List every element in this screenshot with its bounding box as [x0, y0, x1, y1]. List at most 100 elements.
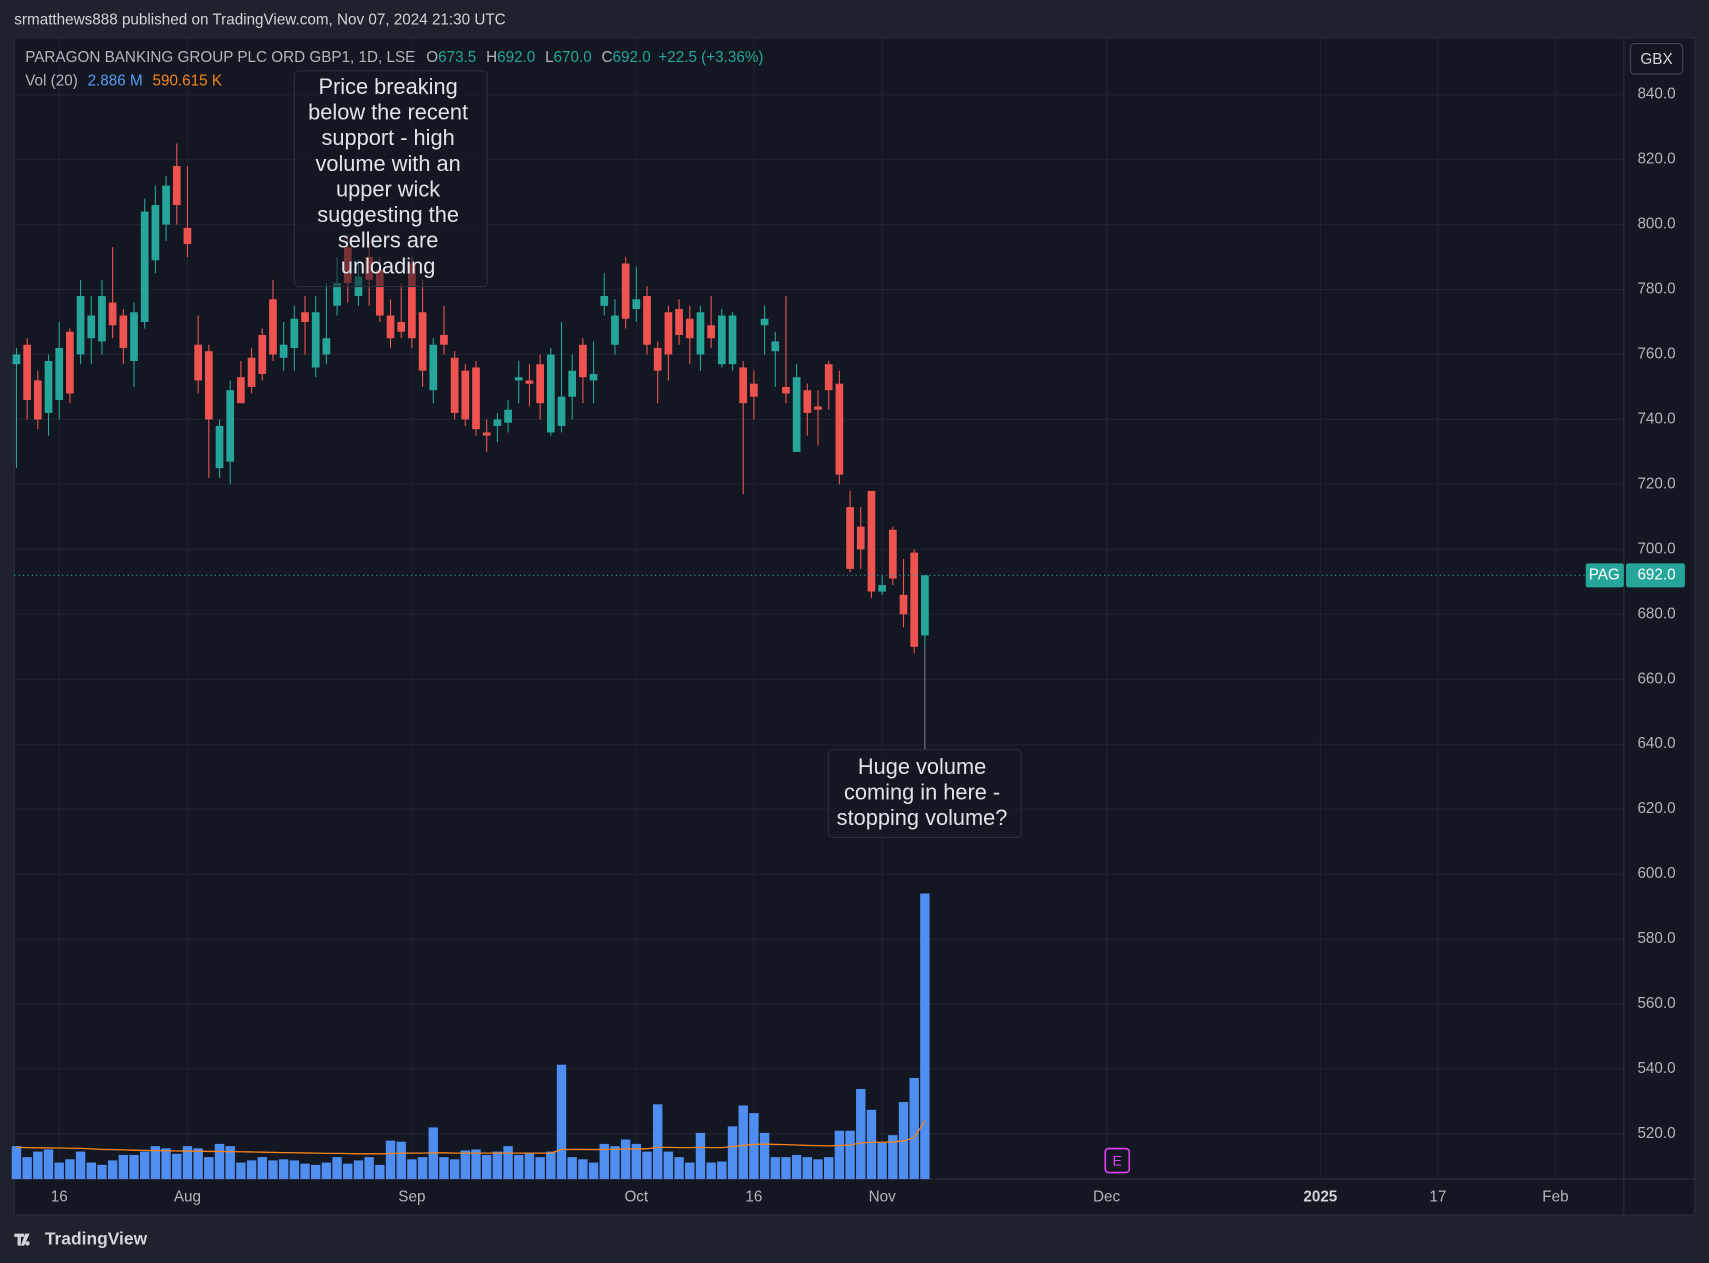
- y-tick-label: 600.0: [1637, 865, 1675, 882]
- volume-bar: [289, 1160, 300, 1180]
- volume-bar: [759, 1132, 770, 1180]
- volume-bar: [385, 1140, 396, 1180]
- candle-body: [888, 529, 897, 579]
- volume-bar: [492, 1151, 503, 1180]
- volume-bar: [685, 1162, 695, 1180]
- candle-body: [215, 425, 224, 469]
- x-tick-label: Feb: [1542, 1189, 1568, 1206]
- volume-bar: [503, 1146, 513, 1180]
- annotation-text: below the recent: [308, 100, 468, 125]
- x-tick-label: Aug: [174, 1189, 201, 1206]
- volume-bar: [343, 1163, 353, 1180]
- x-tick-label: 16: [51, 1189, 68, 1206]
- candle-body: [130, 312, 138, 361]
- legend-change: +22.5 (+3.36%): [658, 49, 763, 66]
- candle-body: [611, 315, 619, 345]
- candle-body: [632, 299, 641, 310]
- volume-bar: [663, 1151, 674, 1180]
- volume-bar: [588, 1162, 599, 1180]
- candle-body: [429, 344, 438, 391]
- candle-body: [685, 318, 694, 339]
- symbol-tag-label: PAG: [1589, 566, 1620, 583]
- volume-bar: [791, 1154, 802, 1180]
- volume-bar: [353, 1160, 364, 1180]
- candle-body: [450, 357, 459, 413]
- volume-bar: [610, 1146, 620, 1180]
- x-tick-label: 16: [745, 1189, 762, 1206]
- annotation-box: [293, 70, 488, 288]
- candle-body: [397, 321, 406, 332]
- volume-legend: Vol (20) 2.886 M 590.615 K: [25, 73, 222, 90]
- volume-bar: [396, 1141, 406, 1180]
- volume-bar: [150, 1146, 161, 1180]
- volume-bar: [364, 1157, 374, 1180]
- volume-bar: [11, 1146, 22, 1180]
- volume-bar: [332, 1157, 342, 1180]
- y-tick-label: 840.0: [1637, 86, 1675, 103]
- volume-bar: [546, 1151, 556, 1180]
- logo-shape: [14, 1233, 30, 1246]
- y-tick-label: 560.0: [1637, 995, 1675, 1012]
- annotation-text: support - high: [322, 125, 455, 150]
- candle-body: [782, 386, 790, 394]
- volume-bar: [22, 1157, 32, 1180]
- candle-body: [194, 344, 202, 381]
- volume-bar: [888, 1135, 898, 1180]
- volume-bar: [278, 1159, 289, 1180]
- earnings-marker: [1104, 1147, 1131, 1174]
- publisher-line: srmatthews888 published on TradingView.c…: [14, 12, 505, 29]
- volume-bar: [107, 1160, 118, 1180]
- y-tick-label: 820.0: [1637, 151, 1675, 168]
- volume-legend-name: Vol (20): [25, 73, 78, 90]
- candle-body: [803, 390, 812, 413]
- annotation-text: Price breaking: [318, 74, 457, 99]
- candle-body: [301, 312, 309, 322]
- candle-body: [675, 309, 683, 335]
- volume-bar: [556, 1064, 567, 1180]
- y-tick-label: 800.0: [1637, 216, 1675, 233]
- volume-bar: [311, 1164, 321, 1180]
- candle-body: [771, 341, 780, 352]
- candle-body: [172, 166, 181, 206]
- candle-body: [482, 432, 491, 436]
- volume-bar: [193, 1148, 203, 1180]
- y-tick-label: 540.0: [1637, 1060, 1675, 1077]
- legend-ohlc-value: 670.0: [554, 49, 592, 66]
- candle-body: [557, 396, 566, 426]
- volume-bar: [225, 1146, 235, 1180]
- candle-body: [12, 354, 21, 365]
- candle-body: [55, 347, 64, 400]
- x-tick-label: Nov: [869, 1189, 896, 1206]
- candle-body: [461, 370, 470, 420]
- candle-body: [183, 227, 192, 245]
- candle-body: [824, 364, 833, 391]
- candle-body: [44, 360, 53, 413]
- volume-bar: [204, 1157, 214, 1180]
- volume-bar: [695, 1132, 706, 1180]
- candle-body: [878, 585, 886, 592]
- currency-button[interactable]: [1629, 43, 1684, 75]
- currency-label[interactable]: GBX: [1640, 51, 1672, 68]
- volume-ma-line: [16, 1120, 926, 1155]
- candle-body: [472, 367, 480, 430]
- last-price-label: 692.0: [1637, 566, 1675, 583]
- candle-body: [760, 318, 769, 326]
- candle-body: [579, 344, 587, 378]
- volume-bar: [717, 1161, 727, 1180]
- volume-bar: [578, 1159, 588, 1180]
- candle-body: [33, 380, 42, 420]
- y-tick-label: 640.0: [1637, 735, 1675, 752]
- y-tick-label: 780.0: [1637, 281, 1675, 298]
- earnings-label: E: [1113, 1153, 1122, 1169]
- volume-bar: [43, 1149, 54, 1180]
- candle-body: [910, 552, 919, 647]
- legend-ohlc-prefix: C: [602, 49, 613, 66]
- legend-ohlc-prefix: L: [545, 49, 553, 66]
- y-tick-label: 620.0: [1637, 800, 1675, 817]
- candle-body: [546, 354, 555, 433]
- volume-bar: [75, 1151, 86, 1180]
- volume-legend-value: 2.886 M: [88, 73, 143, 90]
- y-tick-label: 680.0: [1637, 605, 1675, 622]
- annotation-text: volume with an: [315, 151, 460, 176]
- volume-bar: [54, 1162, 64, 1180]
